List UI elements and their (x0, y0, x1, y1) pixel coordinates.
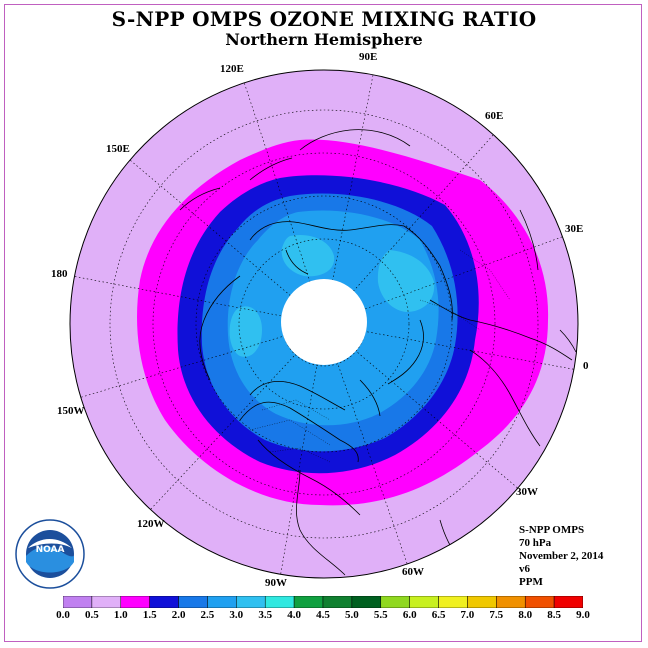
version-label: v6 (519, 563, 530, 575)
legend-swatch-3 (149, 596, 179, 608)
graticule (71, 70, 578, 578)
lon-label-30w: 30W (516, 486, 538, 498)
map-info-block: S-NPP OMPS 70 hPa November 2, 2014 v6 PP… (519, 524, 603, 589)
lon-label-180: 180 (51, 268, 68, 280)
lon-label-60e: 60E (485, 110, 504, 122)
legend-swatch-4 (178, 596, 208, 608)
legend-tick-label: 5.0 (345, 609, 359, 621)
legend-tick-label: 3.0 (229, 609, 244, 621)
legend-tick-label: 6.0 (402, 609, 417, 621)
legend-swatch-7 (264, 596, 295, 608)
legend-tick-label: 8.5 (547, 609, 561, 621)
map-title: S-NPP OMPS OZONE MIXING RATIO (111, 7, 537, 31)
legend-tick-label: 4.0 (287, 609, 301, 621)
legend-swatch-5 (207, 596, 237, 608)
legend-swatch-16 (524, 596, 555, 608)
country-borders (249, 249, 511, 463)
coastlines (179, 129, 577, 576)
legend-swatch-17 (553, 596, 583, 608)
noaa-logo-text: NOAA (36, 545, 65, 555)
band-3-0-to-3-5-b (281, 234, 335, 277)
lon-label-90e: 90E (359, 51, 378, 63)
legend-tick-label: 1.0 (113, 609, 128, 621)
legend-tick-label: 1.5 (142, 609, 157, 621)
polar-night-no-data (281, 279, 367, 365)
units-label: PPM (519, 576, 543, 588)
map-subtitle: Northern Hemisphere (225, 30, 423, 49)
legend-tick-label: 0.0 (56, 609, 70, 621)
lon-label-30e: 30E (565, 223, 584, 235)
lon-label-150w: 150W (57, 405, 85, 417)
figure-frame (4, 4, 642, 642)
lon-label-150e: 150E (106, 143, 130, 155)
legend-tick-label: 7.0 (460, 609, 475, 621)
legend-colorbar (63, 596, 583, 608)
legend-swatch-6 (236, 596, 266, 608)
map-boundary (69, 69, 579, 579)
legend-swatch-8 (293, 596, 324, 608)
instrument-label: S-NPP OMPS (519, 524, 585, 536)
legend-swatch-2 (120, 596, 150, 608)
date-label: November 2, 2014 (519, 550, 604, 562)
lon-label-0: 0 (583, 360, 589, 372)
legend-swatch-9 (322, 596, 353, 608)
pressure-level-label: 70 hPa (519, 537, 552, 549)
legend-swatch-1 (91, 596, 122, 608)
lon-label-120w: 120W (137, 518, 165, 530)
legend-swatch-11 (380, 596, 410, 608)
lon-label-90w: 90W (265, 577, 287, 589)
legend-tick-label: 5.5 (373, 609, 388, 621)
legend-tick-label: 2.0 (171, 609, 186, 621)
legend-tick-label: 3.5 (258, 609, 273, 621)
legend-tick-label: 8.0 (518, 609, 533, 621)
legend-swatch-0 (63, 596, 93, 608)
band-3-0-to-3-5-c (229, 306, 262, 357)
legend-swatch-12 (409, 596, 439, 608)
legend-swatch-15 (496, 596, 526, 608)
legend-tick-label: 2.5 (200, 609, 215, 621)
legend-swatch-14 (467, 596, 497, 608)
legend-tick-label: 6.5 (431, 609, 446, 621)
band-3-0-to-3-5 (377, 250, 435, 312)
legend-tick-label: 9.0 (576, 609, 590, 621)
legend-tick-label: 7.5 (489, 609, 504, 621)
legend-swatch-10 (351, 596, 382, 608)
legend-swatch-13 (438, 596, 468, 608)
legend-tick-label: 0.5 (85, 609, 99, 621)
lon-label-120e: 120E (220, 63, 244, 75)
noaa-logo: NOAA (15, 519, 85, 589)
legend-tick-label: 4.5 (316, 609, 330, 621)
lon-label-60w: 60W (402, 566, 424, 578)
